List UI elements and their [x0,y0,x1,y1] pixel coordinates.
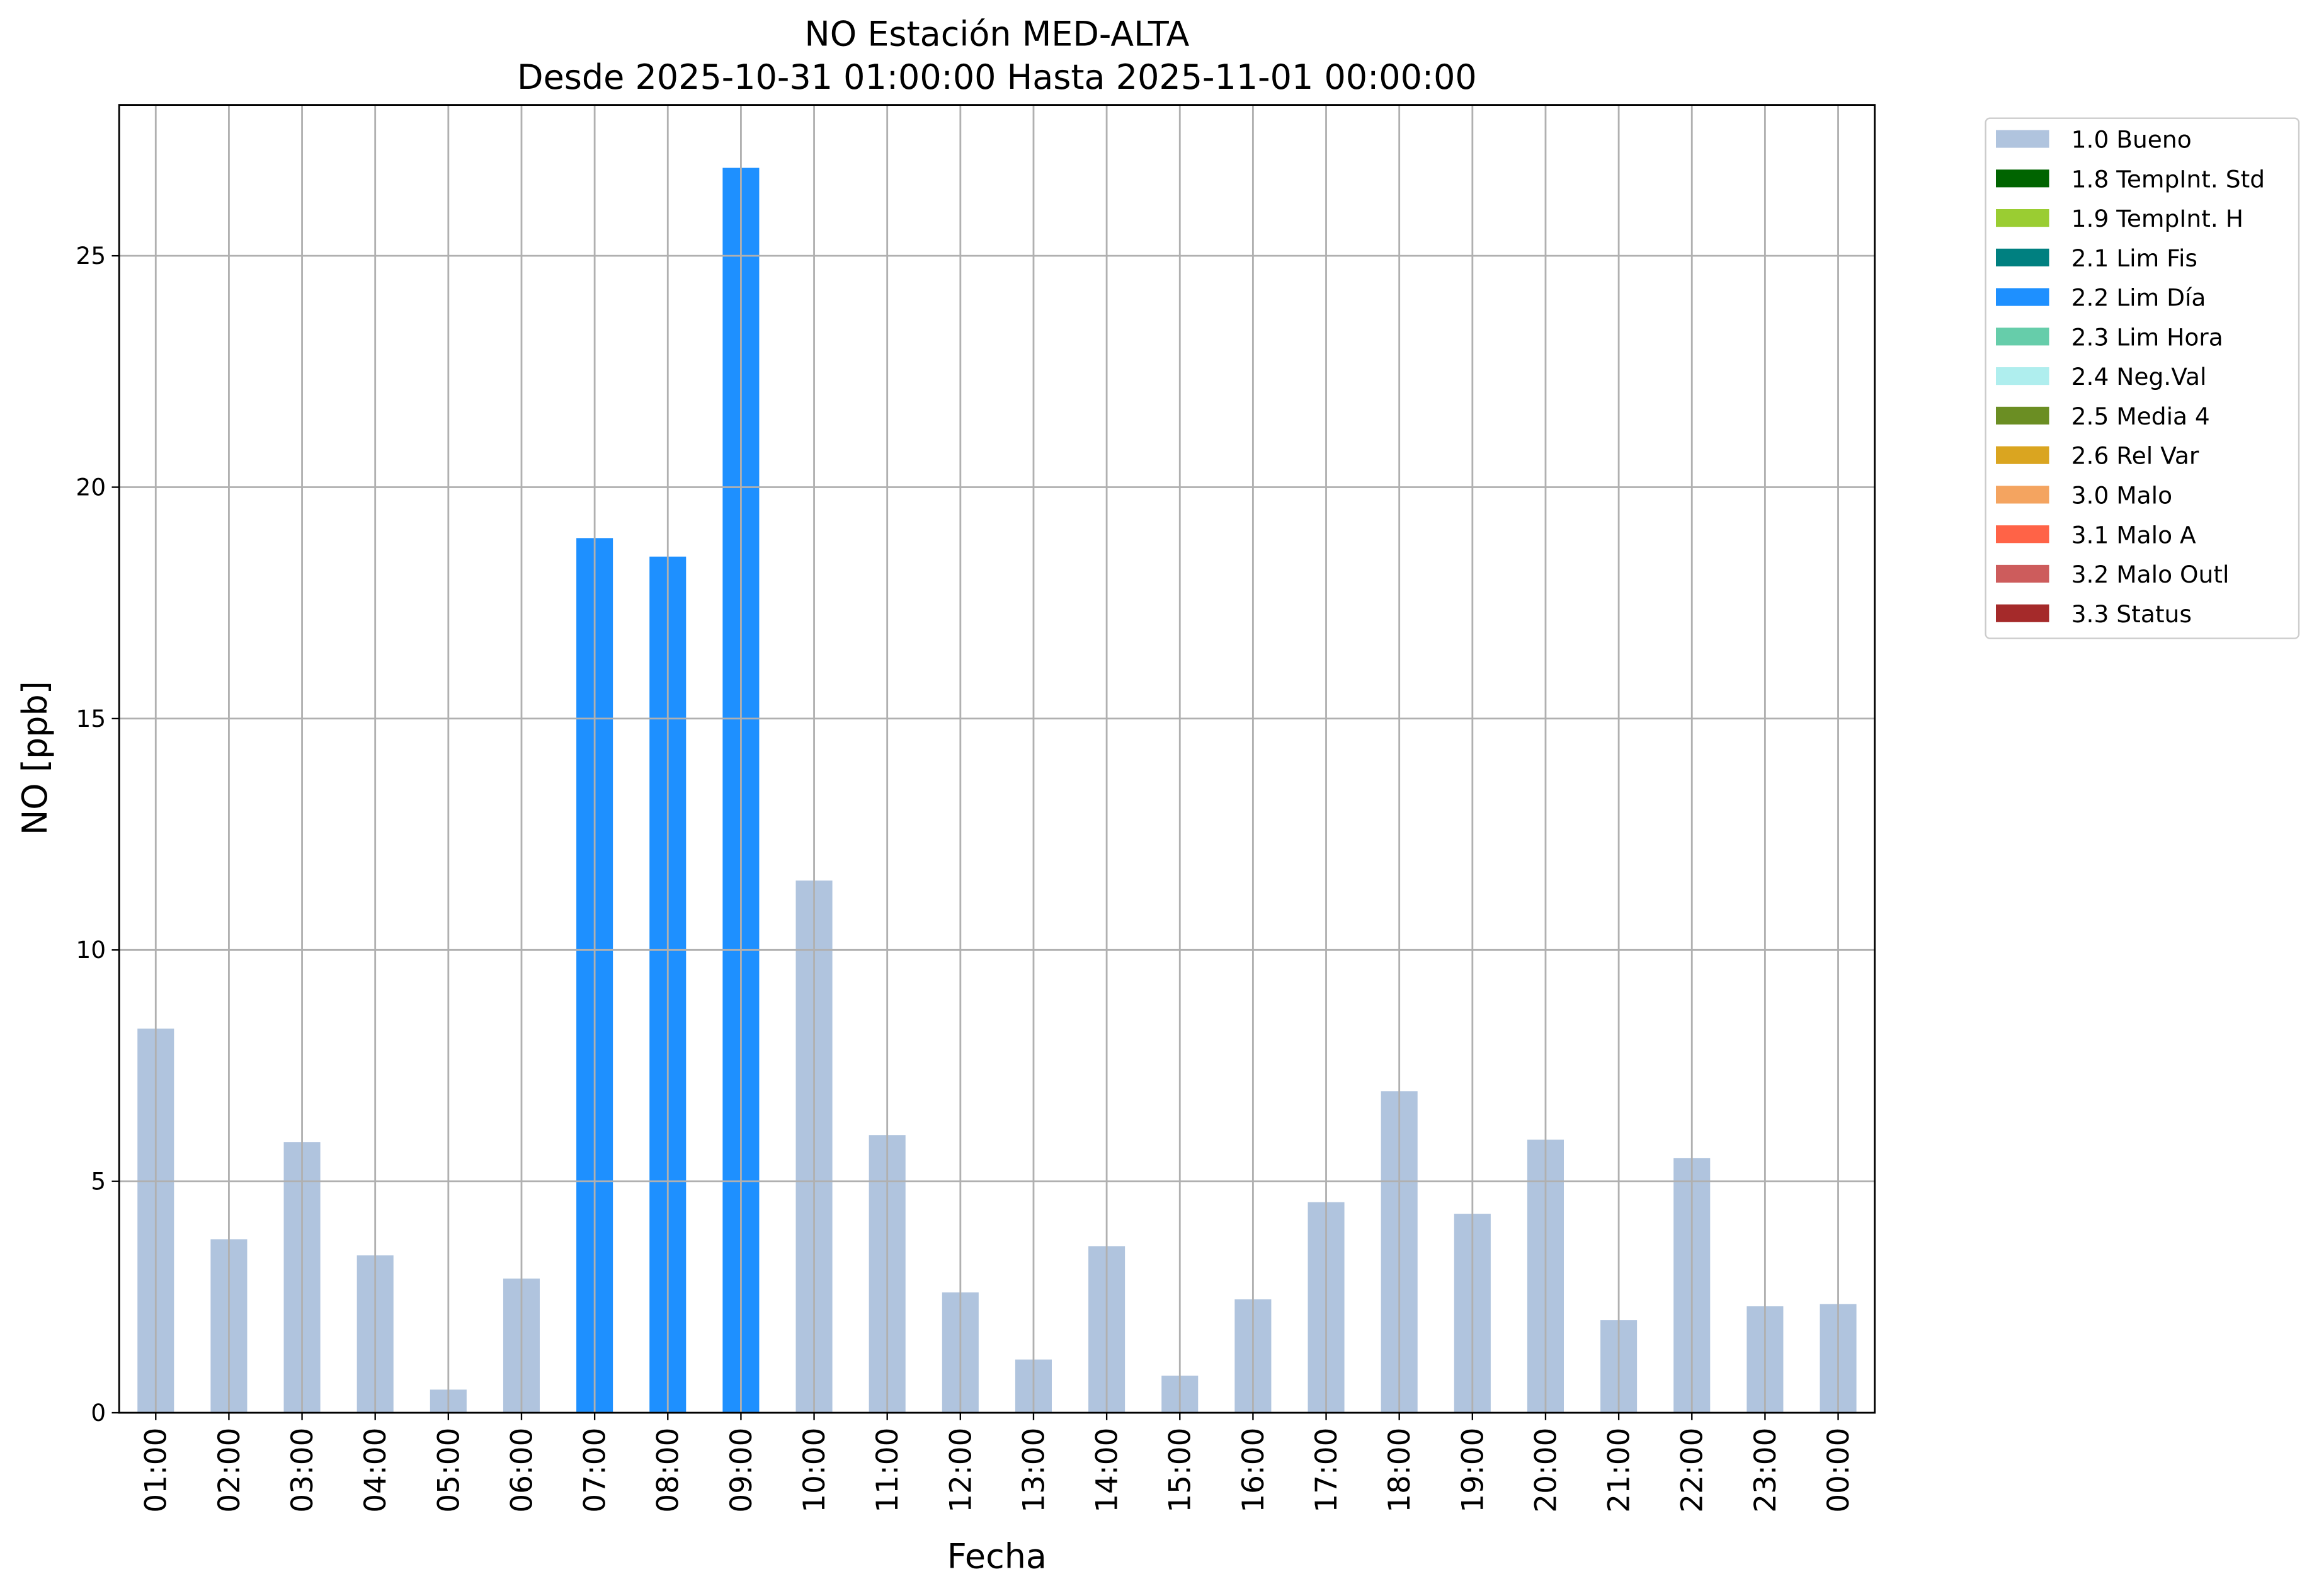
legend-swatch [1996,328,2049,346]
y-tick-label: 0 [91,1399,106,1427]
y-tick-label: 15 [76,705,106,732]
y-tick-label: 20 [76,473,106,501]
legend: 1.0 Bueno 1.8 TempInt. Std 1.9 TempInt. H 2… [1985,117,2300,639]
legend-label: 2.4 Neg.Val [2071,363,2207,390]
legend-label: 1.0 Bueno [2071,126,2192,154]
legend-label: 2.6 Rel Var [2071,442,2199,470]
legend-swatch [1996,564,2049,583]
legend-label: 2.5 Media 4 [2071,402,2210,430]
legend-label: 2.1 Lim Fis [2071,244,2197,272]
legend-swatch [1996,288,2049,306]
x-tick-label: 06:00 [504,1428,539,1513]
chart-subtitle: Desde 2025-10-31 01:00:00 Hasta 2025-11-… [517,57,1477,97]
x-tick-label: 18:00 [1382,1428,1417,1513]
x-tick-label: 16:00 [1236,1428,1271,1513]
y-axis-label: NO [ppb] [15,681,55,835]
plot-area: 0 5 10 15 20 25 01:00 02:00 03:00 04:00 05:00 06:00… [76,104,1876,1513]
x-tick-label: 14:00 [1090,1428,1125,1513]
x-tick-label: 02:00 [212,1428,247,1513]
x-tick-label: 13:00 [1017,1428,1051,1513]
x-tick-label: 19:00 [1456,1428,1490,1513]
x-axis-label: Fecha [947,1536,1047,1576]
x-tick-label: 08:00 [651,1428,686,1513]
legend-swatch [1996,604,2049,622]
x-tick-label: 22:00 [1675,1428,1710,1513]
x-tick-label: 09:00 [724,1428,759,1513]
legend-label: 1.8 TempInt. Std [2071,165,2265,193]
legend-swatch [1996,248,2049,266]
legend-box [1985,117,2300,639]
legend-label: 2.3 Lim Hora [2071,323,2223,351]
legend-swatch [1996,525,2049,544]
legend-label: 3.3 Status [2071,600,2192,628]
x-tick-label: 11:00 [870,1428,905,1513]
x-tick-label: 20:00 [1529,1428,1563,1513]
x-tick-label: 07:00 [578,1428,613,1513]
legend-swatch [1996,367,2049,385]
legend-swatch [1996,446,2049,464]
x-tick-label: 23:00 [1748,1428,1783,1513]
y-tick-label: 5 [91,1168,106,1195]
legend-label: 3.2 Malo Outl [2071,561,2230,588]
legend-label: 2.2 Lim Día [2071,284,2206,312]
x-tick-label: 05:00 [431,1428,466,1513]
x-tick-label: 15:00 [1163,1428,1198,1513]
legend-label: 1.9 TempInt. H [2071,205,2243,232]
legend-swatch [1996,406,2049,425]
legend-swatch [1996,486,2049,504]
x-tick-label: 04:00 [358,1428,393,1513]
chart-title: NO Estación MED-ALTA [804,14,1189,54]
x-tick-label: 21:00 [1602,1428,1637,1513]
legend-swatch [1996,130,2049,148]
y-tick-label: 25 [76,242,106,270]
legend-swatch [1996,209,2049,227]
legend-label: 3.1 Malo A [2071,521,2196,549]
x-tick-label: 03:00 [285,1428,320,1513]
plot-frame [118,104,1876,1414]
x-tick-label: 00:00 [1821,1428,1856,1513]
x-tick-label: 12:00 [943,1428,978,1513]
x-tick-label: 01:00 [139,1428,174,1513]
legend-label: 3.0 Malo [2071,482,2172,510]
legend-swatch [1996,169,2049,188]
y-tick-label: 10 [76,936,106,964]
x-tick-label: 17:00 [1309,1428,1344,1513]
x-tick-label: 10:00 [797,1428,832,1513]
